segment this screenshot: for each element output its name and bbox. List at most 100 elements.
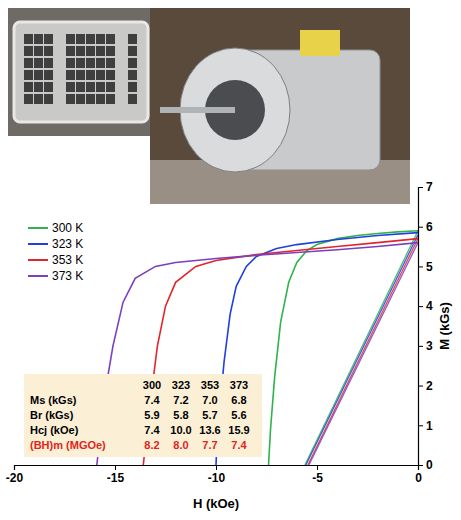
magnet-block [34,34,43,44]
tick-label: 4 [426,299,433,313]
motor-box [300,30,340,56]
magnet-block [96,94,105,104]
x-axis: -20 -15 -10 -5 0 [6,465,422,485]
tick-label: 5 [426,260,433,274]
table-cell: 7.0 [202,394,217,406]
table-cell: 7.4 [231,439,247,451]
b-line [309,243,418,465]
table-cell: 6.8 [231,394,246,406]
tick-label: 3 [426,339,433,353]
magnet-block [44,46,53,56]
magnet-block [106,82,115,92]
magnet-block [106,94,115,104]
tick: 0 [418,458,433,472]
legend-swatch [28,259,48,261]
magnet-block [44,58,53,68]
table-bg [24,374,262,457]
legend-swatch [28,243,48,245]
photo-bg [150,8,410,204]
magnet-block [106,58,115,68]
tick: 0 [415,465,422,485]
magnet-block [106,34,115,44]
tick-label: -5 [312,471,323,485]
legend: 300 K323 K353 K373 K [28,221,83,283]
legend-label: 353 K [52,253,83,267]
magnet-block [24,58,33,68]
tick-label: 0 [415,471,422,485]
magnet-block [66,46,75,56]
table-cell: 5.9 [144,409,159,421]
magnet-block [86,94,95,104]
m-curve [216,233,418,465]
b-line [306,235,418,465]
tick: 6 [418,220,433,234]
tick-mark [418,386,423,387]
motor-shaft [160,107,235,113]
tick-mark [14,465,15,470]
tick-label: 7 [426,180,433,194]
magnet-block [24,82,33,92]
magnet-block [86,70,95,80]
chart: -20-15-10-5001234567H (kOe)M (kGs)300 K3… [0,0,461,520]
axis-line [15,466,419,471]
magnet-block [24,46,33,56]
legend-label: 300 K [52,221,83,235]
tick-label: 1 [426,419,433,433]
magnet-block [128,70,137,80]
table-row-label: (BH)m (MGOe) [30,439,106,451]
magnet-block [128,34,137,44]
table-cell: 7.4 [144,394,160,406]
tick-mark [418,465,423,466]
tick: 5 [418,260,433,274]
y-axis-title: M (kGs) [437,302,452,350]
magnet-block [76,70,85,80]
tick-mark [418,425,423,426]
tick: 2 [418,379,433,393]
magnet-block [76,58,85,68]
magnet-block [44,82,53,92]
table-cell: 7.4 [144,424,160,436]
magnet-block [96,82,105,92]
table-cell: 5.8 [173,409,188,421]
b-line [308,239,418,465]
table-cell: 10.0 [170,424,191,436]
magnet-block [34,46,43,56]
tick: 4 [418,299,433,313]
magnet-block [66,82,75,92]
photo-magnets [8,8,154,136]
tick: 3 [418,339,433,353]
tick-label: -15 [107,471,125,485]
tick-mark [216,465,217,470]
tick-label: -10 [208,471,226,485]
magnet-block [106,46,115,56]
tick-label: 6 [426,220,433,234]
photos [8,8,410,204]
table-cell: 5.7 [202,409,217,421]
magnet-block [96,46,105,56]
table-row-label: Hcj (kOe) [30,424,79,436]
axis-line [419,188,424,466]
magnet-block [86,46,95,56]
tick-label: -20 [6,471,24,485]
tick-label: 0 [426,458,433,472]
table-row-label: Br (kGs) [30,409,74,421]
table-cell: 13.6 [199,424,220,436]
tick: -5 [312,465,323,485]
magnet-block [24,34,33,44]
magnet-block [34,70,43,80]
magnet-block [106,70,115,80]
tick-mark [418,306,423,307]
legend-swatch [28,275,48,277]
magnet-block [96,58,105,68]
tick-mark [418,266,423,267]
table-cell: 8.0 [173,439,188,451]
tray [14,22,148,122]
magnet-block [66,94,75,104]
table: 300323353373Ms (kGs)7.47.27.06.8Br (kGs)… [24,374,262,457]
tick: -15 [107,465,125,485]
magnet-block [86,34,95,44]
magnet-block [76,82,85,92]
table-header: 373 [230,379,248,391]
tick: 7 [418,180,433,194]
tick: 1 [418,419,433,433]
